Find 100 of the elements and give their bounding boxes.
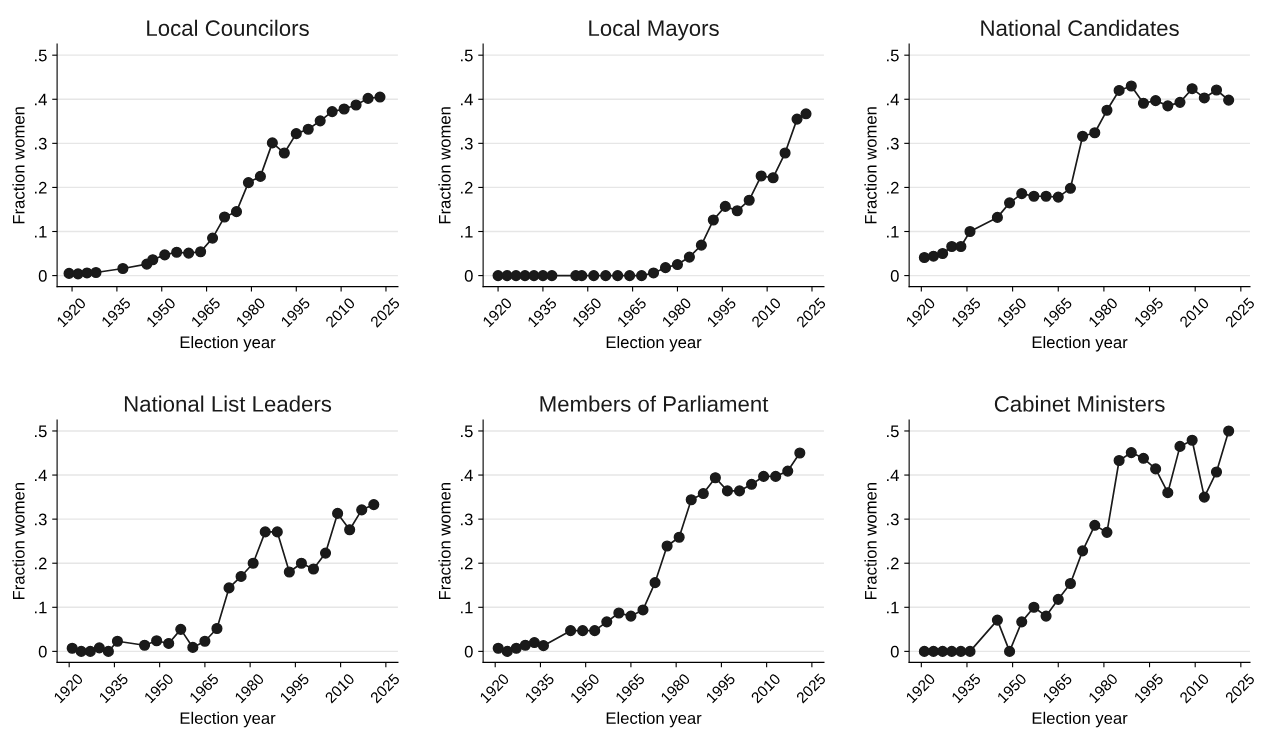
- chart-title: Local Councilors: [147, 19, 309, 37]
- point: [332, 507, 344, 519]
- point: [259, 526, 271, 538]
- point: [271, 526, 283, 538]
- y-tick-label: 0: [464, 645, 473, 658]
- point: [1210, 466, 1223, 478]
- point: [577, 625, 589, 637]
- point: [565, 625, 577, 637]
- point: [636, 270, 648, 282]
- x-axis-title: Election year: [1032, 711, 1128, 728]
- point: [283, 566, 295, 578]
- point: [187, 641, 199, 653]
- chart-title: Local Mayors: [589, 19, 719, 41]
- point: [937, 645, 949, 657]
- point: [800, 108, 812, 120]
- point: [1016, 616, 1028, 628]
- point: [350, 99, 362, 111]
- point: [1162, 487, 1174, 499]
- point: [918, 645, 930, 657]
- point: [314, 115, 326, 127]
- point: [782, 465, 794, 477]
- point: [955, 645, 967, 657]
- y-tick-label: 0: [890, 269, 899, 282]
- point: [519, 639, 531, 651]
- x-axis-title: Election year: [606, 711, 702, 728]
- x-axis-title: Election year: [180, 335, 276, 352]
- point: [93, 642, 105, 654]
- point: [302, 123, 314, 135]
- chart-title: National Candidates: [981, 19, 1179, 37]
- point: [1016, 188, 1028, 200]
- point: [163, 637, 175, 650]
- point: [537, 270, 549, 282]
- point: [362, 92, 374, 104]
- point: [159, 249, 171, 261]
- y-tick-label: .2: [35, 181, 47, 194]
- point: [991, 614, 1003, 626]
- point: [671, 259, 684, 271]
- point: [946, 240, 958, 253]
- point: [368, 499, 380, 511]
- y-tick-label: 0: [38, 645, 47, 658]
- point: [625, 610, 637, 622]
- point: [1174, 96, 1186, 108]
- point: [90, 266, 102, 279]
- chart-title: National List Leaders: [124, 395, 332, 412]
- point: [278, 147, 290, 159]
- point: [290, 128, 302, 140]
- point: [1223, 94, 1235, 106]
- x-axis-title: Election year: [180, 711, 276, 728]
- y-tick-label: .5: [887, 49, 899, 62]
- point: [546, 270, 558, 282]
- point: [84, 645, 96, 657]
- point: [697, 488, 709, 500]
- point: [307, 563, 320, 575]
- y-tick-label: .1: [35, 601, 47, 614]
- point: [151, 635, 163, 647]
- point: [743, 194, 755, 206]
- point: [1150, 95, 1162, 107]
- point: [1223, 425, 1235, 437]
- point: [254, 170, 266, 182]
- point: [326, 106, 338, 118]
- y-tick-label: .4: [887, 469, 899, 482]
- point: [755, 170, 767, 182]
- y-tick-label: .4: [887, 93, 899, 106]
- point: [695, 239, 707, 251]
- point: [492, 270, 504, 282]
- point: [1040, 610, 1052, 622]
- point: [1040, 190, 1052, 202]
- point: [528, 637, 540, 649]
- point: [266, 137, 278, 149]
- y-axis-title: Fraction women: [12, 107, 25, 224]
- point: [770, 470, 782, 482]
- y-tick-label: 0: [464, 269, 473, 282]
- point: [731, 205, 743, 217]
- point: [1125, 80, 1137, 92]
- point: [1101, 526, 1113, 538]
- point: [1052, 191, 1064, 203]
- point: [175, 623, 187, 635]
- point: [649, 577, 661, 589]
- point: [683, 251, 695, 263]
- y-tick-label: .5: [35, 49, 47, 62]
- point: [235, 570, 247, 582]
- point: [1162, 100, 1174, 112]
- point: [1137, 452, 1150, 464]
- point: [1052, 593, 1064, 605]
- point: [492, 642, 504, 654]
- point: [102, 645, 114, 657]
- point: [673, 531, 685, 543]
- y-tick-label: .1: [461, 226, 473, 238]
- point: [211, 622, 223, 635]
- y-tick-label: .3: [35, 137, 47, 150]
- point: [344, 524, 356, 536]
- point: [218, 211, 231, 223]
- point: [537, 640, 550, 652]
- point: [183, 247, 195, 259]
- chart-title: Members of Parliament: [540, 395, 769, 412]
- point: [661, 540, 673, 552]
- point: [139, 639, 151, 651]
- point: [624, 270, 636, 282]
- y-tick-label: 0: [38, 269, 47, 282]
- y-tick-label: .1: [887, 226, 899, 238]
